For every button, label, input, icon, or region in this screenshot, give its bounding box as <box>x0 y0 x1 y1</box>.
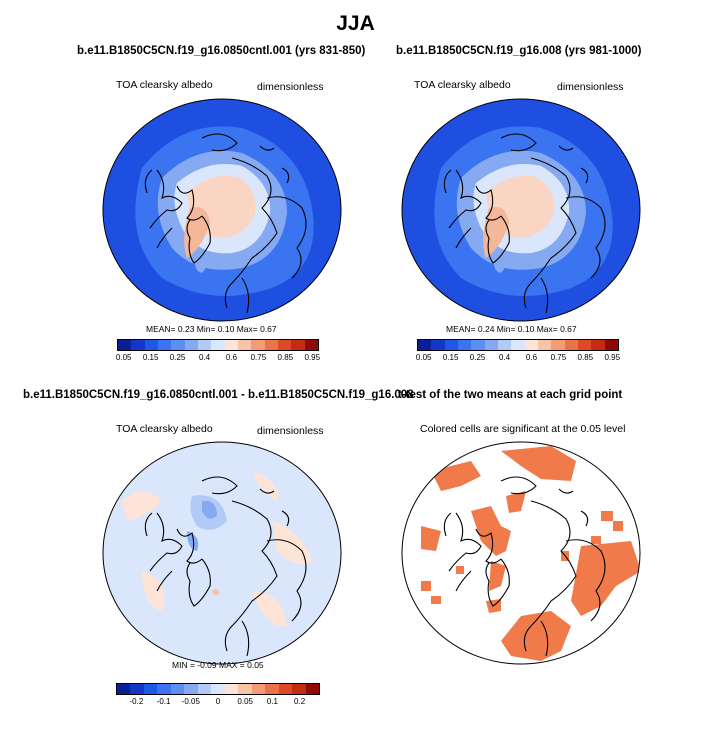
panel3-colorbar-swatches <box>116 683 320 695</box>
panel3-colorbar-swatch <box>117 684 131 694</box>
panel3-colorbar-swatch <box>292 684 306 694</box>
panel3-colorbar-tick-label: 0 <box>215 697 221 706</box>
panel1-colorbar-tick-label: 0.15 <box>142 353 159 362</box>
panel4-title: t-test of the two means at each grid poi… <box>398 389 623 401</box>
panel1-colorbar-swatch <box>224 340 238 350</box>
panel1-colorbar-swatch <box>304 340 318 350</box>
panel2-colorbar-tick-label: 0.85 <box>577 353 594 362</box>
panel2-colorbar-swatches <box>417 339 619 351</box>
panel2-stats: MEAN= 0.24 Min= 0.10 Max= 0.67 <box>446 324 577 334</box>
panel3-colorbar-swatch <box>130 684 144 694</box>
panel1-polar-map <box>102 98 342 322</box>
panel2-colorbar-swatch <box>471 340 485 350</box>
panel2-colorbar-tick-label: 0.15 <box>442 353 459 362</box>
panel3-units-label: dimensionless <box>257 425 324 437</box>
panel2-colorbar-swatch <box>604 340 618 350</box>
panel3-colorbar-swatch <box>184 684 198 694</box>
panel1-colorbar-swatch <box>291 340 305 350</box>
panel3-colorbar-swatch <box>170 684 185 694</box>
panel2-colorbar-swatch <box>511 340 525 350</box>
panel2-colorbar-tick-label: 0.6 <box>525 353 538 362</box>
panel2-colorbar-swatch <box>591 340 605 350</box>
panel1-colorbar-swatch <box>157 340 172 350</box>
panel1-colorbar-swatch <box>264 340 278 350</box>
panel2-polar-map <box>401 98 641 322</box>
panel3-colorbar-swatch <box>211 684 225 694</box>
panel2-colorbar-tick-label: 0.25 <box>469 353 486 362</box>
panel3-difference-map <box>102 441 342 665</box>
panel3-colorbar-swatch <box>197 684 212 694</box>
panel1-colorbar-swatch <box>171 340 185 350</box>
panel2-variable-label: TOA clearsky albedo <box>414 79 511 91</box>
panel1-colorbar-tick-label: 0.6 <box>225 353 238 362</box>
panel2-colorbar-swatch <box>431 340 445 350</box>
figure-title: JJA <box>336 12 375 35</box>
panel1-stats: MEAN= 0.23 Min= 0.10 Max= 0.67 <box>146 324 277 334</box>
panel1-colorbar-swatches <box>117 339 319 351</box>
panel1-variable-label: TOA clearsky albedo <box>116 79 213 91</box>
panel4-significance-map <box>401 441 641 665</box>
panel2-colorbar-swatch <box>577 340 592 350</box>
panel1-colorbar-swatch <box>211 340 225 350</box>
panel2-title: b.e11.B1850C5CN.f19_g16.008 (yrs 981-100… <box>396 45 642 57</box>
panel1-colorbar-swatch <box>118 340 132 350</box>
panel2-colorbar-swatch <box>497 340 512 350</box>
panel3-title: b.e11.B1850C5CN.f19_g16.0850cntl.001 - b… <box>23 389 414 401</box>
panel3-colorbar-swatch <box>278 684 293 694</box>
panel1-colorbar-swatch <box>144 340 158 350</box>
panel1-colorbar-swatch <box>237 340 252 350</box>
panel3-colorbar-swatch <box>251 684 266 694</box>
panel1-colorbar-ticks: 0.05 0.15 0.25 0.4 0.6 0.75 0.85 0.95 <box>115 351 321 363</box>
panel3-colorbar-tick-label: 0.2 <box>294 697 306 706</box>
panel3-colorbar-swatch <box>238 684 252 694</box>
panel1-colorbar-swatch <box>131 340 145 350</box>
panel1-colorbar: 0.05 0.15 0.25 0.4 0.6 0.75 0.85 0.95 <box>115 339 321 363</box>
panel2-colorbar-ticks: 0.05 0.15 0.25 0.4 0.6 0.75 0.85 0.95 <box>415 351 621 363</box>
panel3-colorbar-tick-label: 0.05 <box>237 697 253 706</box>
panel2-units-label: dimensionless <box>557 81 624 93</box>
panel3-variable-label: TOA clearsky albedo <box>116 423 213 435</box>
panel1-colorbar-tick-label: 0.95 <box>304 353 321 362</box>
panel1-colorbar-tick-label: 0.4 <box>198 353 211 362</box>
panel2-colorbar-swatch <box>418 340 432 350</box>
panel2-colorbar-swatch <box>457 340 472 350</box>
panel1-colorbar-tick-label: 0.25 <box>169 353 186 362</box>
panel1-colorbar-tick-label: 0.05 <box>115 353 132 362</box>
panel1-colorbar-tick-label: 0.85 <box>277 353 294 362</box>
panel1-colorbar-swatch <box>184 340 198 350</box>
panel1-title: b.e11.B1850C5CN.f19_g16.0850cntl.001 (yr… <box>77 45 366 57</box>
panel3-colorbar-tick-label: -0.1 <box>156 697 171 706</box>
panel1-colorbar-swatch <box>277 340 292 350</box>
panel3-colorbar-swatch <box>265 684 279 694</box>
panel4-significance-label: Colored cells are significant at the 0.0… <box>420 423 626 435</box>
panel2-colorbar-swatch <box>551 340 565 350</box>
panel2-colorbar-swatch <box>444 340 458 350</box>
panel3-colorbar-ticks: -0.2 -0.1 -0.05 0 0.05 0.1 0.2 <box>116 695 320 707</box>
panel2-colorbar-swatch <box>537 340 552 350</box>
panel2-colorbar-tick-label: 0.4 <box>498 353 511 362</box>
panel3-colorbar-tick-label: -0.2 <box>129 697 144 706</box>
panel3-colorbar-swatch <box>305 684 320 694</box>
panel3-colorbar-swatch <box>143 684 158 694</box>
panel2-colorbar: 0.05 0.15 0.25 0.4 0.6 0.75 0.85 0.95 <box>415 339 621 363</box>
panel1-colorbar-swatch <box>251 340 265 350</box>
panel3-colorbar: -0.2 -0.1 -0.05 0 0.05 0.1 0.2 <box>116 683 320 707</box>
panel2-colorbar-tick-label: 0.75 <box>550 353 567 362</box>
panel1-colorbar-swatch <box>197 340 212 350</box>
panel2-colorbar-swatch <box>524 340 538 350</box>
panel1-units-label: dimensionless <box>257 81 324 93</box>
panel3-colorbar-swatch <box>224 684 239 694</box>
panel3-stats: MIN = -0.09 MAX = 0.05 <box>172 660 264 670</box>
panel3-colorbar-tick-label: -0.05 <box>181 697 200 706</box>
panel2-colorbar-swatch <box>484 340 498 350</box>
panel2-colorbar-swatch <box>564 340 578 350</box>
panel2-colorbar-tick-label: 0.95 <box>604 353 621 362</box>
panel3-colorbar-swatch <box>157 684 171 694</box>
panel3-colorbar-tick-label: 0.1 <box>266 697 278 706</box>
panel1-colorbar-tick-label: 0.75 <box>250 353 267 362</box>
panel2-colorbar-tick-label: 0.05 <box>415 353 432 362</box>
